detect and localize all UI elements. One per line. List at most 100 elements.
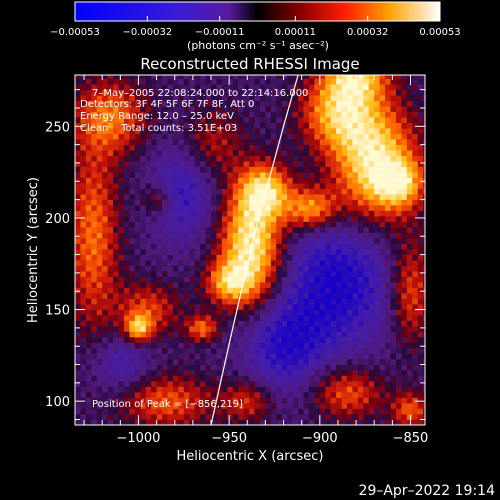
heatmap-cell [352, 298, 359, 305]
heatmap-cell [96, 419, 103, 425]
heatmap-cell [238, 414, 244, 420]
heatmap-cell [238, 205, 244, 211]
heatmap-cell [151, 210, 157, 217]
heatmap-cell [385, 117, 391, 123]
heatmap-cell [379, 320, 386, 327]
heatmap-cell [352, 133, 359, 140]
heatmap-cell [145, 397, 152, 404]
heatmap-cell [308, 364, 315, 371]
heatmap-cell [330, 337, 337, 343]
heatmap-cell [325, 177, 331, 184]
heatmap-cell [167, 78, 174, 85]
heatmap-cell [254, 128, 261, 134]
method-counts-label: Clean Total counts: 3.51E+03 [80, 123, 237, 134]
heatmap-cell [183, 381, 190, 387]
heatmap-cell [276, 221, 283, 228]
heatmap-cell [243, 342, 250, 349]
heatmap-cell [140, 293, 147, 299]
heatmap-cell [227, 419, 234, 425]
heatmap-cell [96, 144, 103, 151]
heatmap-cell [183, 78, 190, 85]
heatmap-cell [172, 370, 179, 376]
heatmap-cell [134, 188, 141, 195]
heatmap-cell [162, 95, 168, 101]
heatmap-cell [183, 414, 190, 420]
heatmap-cell [91, 172, 98, 178]
heatmap-cell [325, 100, 331, 107]
heatmap-cell [292, 271, 299, 277]
heatmap-cell [303, 353, 310, 360]
heatmap-cell [145, 177, 152, 184]
heatmap-cell [379, 271, 386, 277]
heatmap-cell [249, 194, 255, 200]
heatmap-cell [107, 89, 114, 96]
heatmap-cell [406, 364, 413, 371]
heatmap-cell [417, 95, 424, 101]
heatmap-cell [145, 232, 152, 239]
heatmap-cell [123, 183, 130, 189]
heatmap-cell [336, 364, 342, 371]
heatmap-cell [265, 205, 272, 211]
heatmap-cell [113, 403, 119, 409]
heatmap-cell [178, 238, 185, 244]
colorbar-tick-label: 0.00053 [419, 27, 460, 38]
heatmap-cell [390, 144, 397, 151]
heatmap-cell [276, 106, 283, 112]
heatmap-cell [281, 392, 288, 398]
heatmap-cell [189, 122, 195, 129]
heatmap-cell [162, 304, 168, 310]
heatmap-cell [281, 254, 288, 261]
heatmap-cell [325, 304, 331, 310]
heatmap-cell [232, 144, 239, 151]
heatmap-cell [216, 166, 223, 173]
heatmap-cell [80, 326, 87, 332]
heatmap-cell [401, 293, 408, 299]
heatmap-cell [259, 293, 266, 299]
heatmap-cell [167, 249, 174, 255]
heatmap-cell [265, 75, 272, 79]
heatmap-cell [178, 199, 185, 206]
heatmap-cell [276, 353, 283, 360]
heatmap-cell [107, 397, 114, 404]
heatmap-cell [347, 342, 353, 349]
heatmap-cell [314, 117, 321, 123]
heatmap-cell [276, 194, 283, 200]
heatmap-cell [118, 128, 125, 134]
heatmap-cell [227, 276, 234, 283]
heatmap-cell [401, 309, 408, 316]
heatmap-cell [336, 183, 342, 189]
heatmap-cell [211, 238, 217, 244]
heatmap-cell [379, 298, 386, 305]
heatmap-cell [91, 287, 98, 294]
heatmap-cell [189, 298, 195, 305]
heatmap-cell [368, 348, 375, 354]
heatmap-cell [183, 177, 190, 184]
heatmap-cell [243, 298, 250, 305]
heatmap-cell [183, 111, 190, 118]
heatmap-cell [287, 227, 293, 233]
heatmap-cell [118, 188, 125, 195]
heatmap-cell [363, 243, 370, 250]
heatmap-cell [254, 348, 261, 354]
heatmap-cell [172, 260, 179, 266]
heatmap-cell [167, 139, 174, 145]
heatmap-cell [292, 117, 299, 123]
heatmap-cell [281, 304, 288, 310]
heatmap-cell [385, 216, 391, 222]
heatmap-cell [423, 359, 425, 365]
heatmap-cell [254, 172, 261, 178]
heatmap-cell [113, 419, 119, 425]
heatmap-cell [227, 265, 234, 272]
heatmap-cell [423, 84, 425, 90]
heatmap-cell [75, 227, 81, 233]
heatmap-cell [178, 320, 185, 327]
heatmap-cell [145, 320, 152, 327]
heatmap-cell [357, 326, 364, 332]
heatmap-cell [357, 89, 364, 96]
heatmap-cell [96, 232, 103, 239]
heatmap-cell [113, 155, 119, 162]
heatmap-cell [330, 166, 337, 173]
heatmap-cell [368, 243, 375, 250]
heatmap-cell [151, 375, 157, 382]
heatmap-cell [134, 210, 141, 217]
